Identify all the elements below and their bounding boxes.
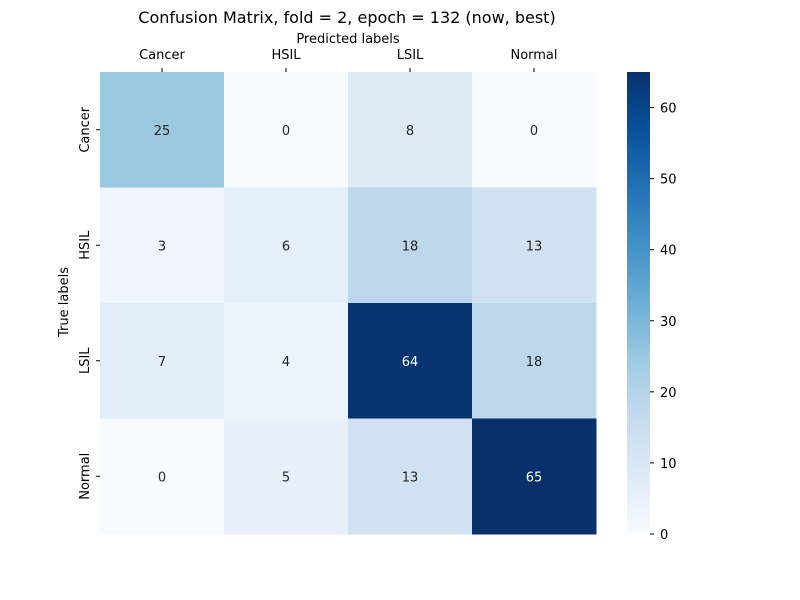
x-tick-labels: Cancer HSIL LSIL Normal	[139, 48, 558, 72]
x-tick-label: LSIL	[397, 48, 424, 63]
x-tick-label: Cancer	[139, 48, 185, 63]
y-tick-labels: Cancer HSIL LSIL Normal	[78, 106, 100, 500]
cell-value-label: 6	[282, 239, 290, 254]
x-tick-label: HSIL	[271, 48, 301, 63]
y-axis-label: True labels	[57, 267, 72, 338]
cell-value-label: 18	[526, 355, 543, 370]
cell-value-label: 3	[158, 239, 166, 254]
heatmap-cell	[472, 303, 597, 419]
colorbar-tick-label: 20	[660, 386, 677, 401]
heatmap-cell	[224, 72, 349, 188]
heatmap-cell	[100, 187, 225, 304]
cell-value-label: 5	[282, 470, 290, 485]
colorbar-gradient	[627, 72, 650, 534]
cell-value-label: 4	[282, 355, 290, 370]
colorbar-tick-label: 40	[660, 244, 677, 259]
colorbar-tick-label: 0	[660, 528, 668, 543]
cell-value-label: 18	[402, 239, 419, 254]
colorbar-tick-label: 60	[660, 102, 677, 117]
cell-value-label: 65	[526, 470, 543, 485]
heatmap-cell	[100, 72, 225, 188]
cell-value-label: 0	[282, 124, 290, 139]
heatmap-cell	[100, 418, 225, 535]
heatmap-cell	[348, 187, 473, 304]
cell-value-label: 13	[526, 239, 543, 254]
cell-value-label: 25	[154, 124, 171, 139]
y-tick-label: HSIL	[78, 230, 93, 260]
heatmap-cells: 25 0 8 0 3 6 18 13 7 4 64 18 0 5 13 65	[100, 72, 597, 535]
colorbar-tick-label: 10	[660, 457, 677, 472]
heatmap-cell	[472, 418, 597, 535]
cell-value-label: 0	[158, 470, 166, 485]
heatmap-cell	[224, 418, 349, 535]
colorbar: 0 10 20 30 40 50 60	[627, 72, 677, 543]
heatmap-cell	[472, 187, 597, 304]
heatmap-cell	[472, 72, 597, 188]
x-axis-label: Predicted labels	[296, 32, 400, 47]
heatmap-cell	[348, 303, 473, 419]
heatmap-cell	[348, 72, 473, 188]
y-tick-label: Normal	[78, 453, 93, 500]
colorbar-tick-label: 50	[660, 173, 677, 188]
heatmap-cell	[224, 187, 349, 304]
y-tick-label: Cancer	[78, 106, 93, 152]
y-tick-label: LSIL	[78, 347, 93, 374]
x-tick-label: Normal	[510, 48, 557, 63]
heatmap-cell	[100, 303, 225, 419]
cell-value-label: 13	[402, 470, 419, 485]
colorbar-tick-label: 30	[660, 315, 677, 330]
heatmap-cell	[348, 418, 473, 535]
heatmap-cell	[224, 303, 349, 419]
cell-value-label: 64	[402, 355, 419, 370]
cell-value-label: 8	[406, 124, 414, 139]
cell-value-label: 7	[158, 355, 166, 370]
chart-title: Confusion Matrix, fold = 2, epoch = 132 …	[138, 8, 555, 27]
cell-value-label: 0	[530, 124, 538, 139]
